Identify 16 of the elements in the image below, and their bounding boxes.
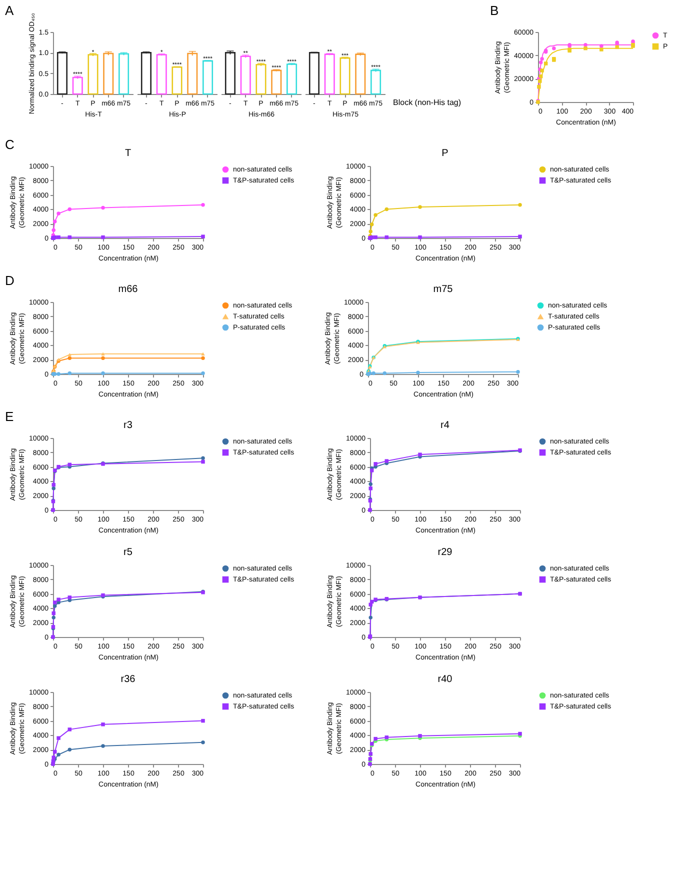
chart-title: m75 bbox=[433, 284, 454, 295]
chart-title: r36 bbox=[120, 674, 136, 685]
text: C bbox=[5, 137, 14, 152]
text: A bbox=[5, 3, 14, 18]
text: B bbox=[490, 3, 499, 18]
chart-title: m66 bbox=[118, 284, 138, 295]
text: Block (non-His tag) bbox=[393, 98, 462, 107]
chart-title: r4 bbox=[440, 420, 450, 431]
chart-title: r5 bbox=[124, 547, 133, 558]
chart-title: P bbox=[442, 148, 449, 159]
chart-title: T bbox=[124, 148, 132, 159]
chart-title: r3 bbox=[124, 420, 133, 431]
chart-title: r40 bbox=[438, 674, 453, 685]
chart-title: r29 bbox=[438, 547, 453, 558]
text: D bbox=[5, 273, 14, 288]
text: E bbox=[5, 409, 14, 424]
